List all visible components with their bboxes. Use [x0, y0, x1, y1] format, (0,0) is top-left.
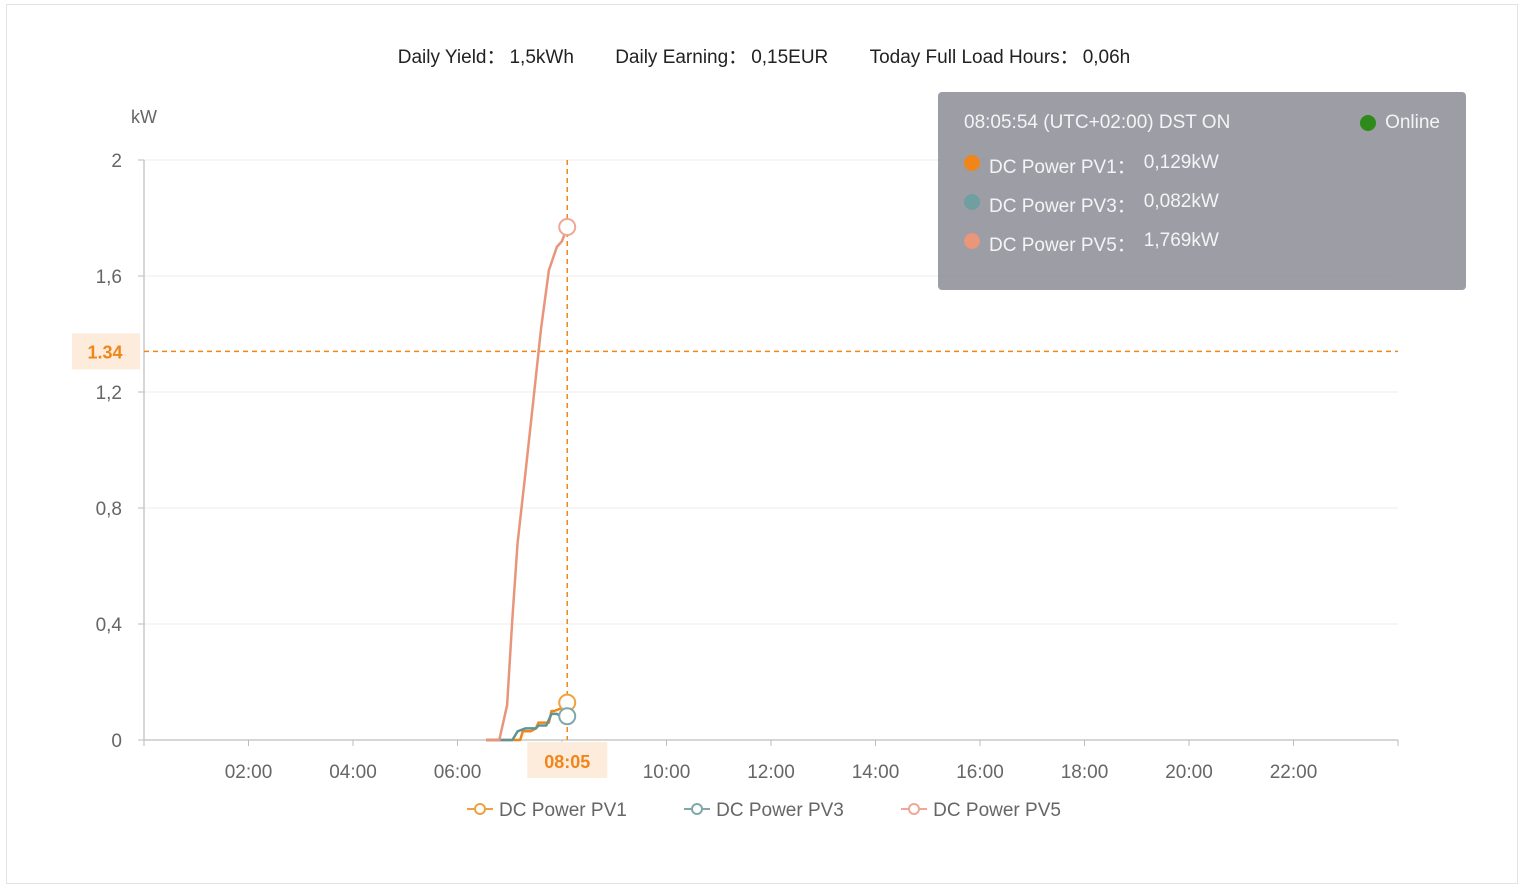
daily-yield-stat: Daily Yield： 1,5kWh — [398, 42, 574, 69]
chart-tooltip: 08:05:54 (UTC+02:00) DST ON Online DC Po… — [938, 92, 1466, 290]
full-load-hours-value: 0,06h — [1082, 47, 1131, 68]
x-tick-label: 14:00 — [852, 762, 900, 783]
y-axis-unit: kW — [131, 107, 157, 127]
daily-earning-stat: Daily Earning： 0,15EUR — [615, 42, 828, 69]
x-tick-label: 04:00 — [329, 762, 377, 783]
daily-yield-label: Daily Yield： — [397, 47, 506, 68]
legend-line-circle-icon — [901, 802, 928, 815]
tooltip-time: 08:05:54 (UTC+02:00) DST ON — [964, 112, 1231, 133]
y-tick-label: 2 — [111, 151, 122, 172]
full-load-hours-stat: Today Full Load Hours： 0,06h — [870, 42, 1131, 69]
legend-item-pv3[interactable]: DC Power PV3 — [684, 800, 844, 822]
legend-label: DC Power PV3 — [716, 800, 844, 821]
legend-label: DC Power PV1 — [499, 800, 627, 821]
daily-earning-value: 0,15EUR — [751, 47, 829, 68]
legend-line-circle-icon — [684, 802, 711, 815]
x-tick-label: 22:00 — [1270, 762, 1318, 783]
x-tick-label: 20:00 — [1165, 762, 1213, 783]
pv5-dot-icon — [964, 233, 980, 249]
legend-item-pv1[interactable]: DC Power PV1 — [467, 800, 627, 822]
daily-earning-label: Daily Earning： — [615, 47, 748, 68]
x-tick-label: 02:00 — [225, 762, 273, 783]
x-tick-label: 10:00 — [643, 762, 691, 783]
x-tick-label: 06:00 — [434, 762, 482, 783]
chart-legend: DC Power PV1 DC Power PV3 DC Power PV5 — [0, 800, 1528, 822]
daily-yield-value: 1,5kWh — [509, 47, 574, 68]
status-text: Online — [1385, 112, 1440, 133]
series-line-pv1 — [486, 701, 569, 742]
full-load-hours-label: Today Full Load Hours： — [869, 47, 1079, 68]
pv3-dot-icon — [964, 194, 980, 210]
status-badge: Online — [1360, 112, 1440, 152]
daily-stats: Daily Yield： 1,5kWh Daily Earning： 0,15EUR… — [0, 42, 1528, 69]
tooltip-row-label: DC Power PV5： — [989, 235, 1136, 256]
tooltip-row-value: 1,769kW — [1143, 230, 1219, 251]
tooltip-row-pv5: DC Power PV5： 1,769kW — [964, 230, 1440, 269]
y-tick-label: 0,4 — [96, 615, 123, 636]
y-tick-label: 1,2 — [96, 383, 122, 404]
hover-point-pv5 — [558, 217, 577, 236]
tooltip-row-pv1: DC Power PV1： 0,129kW — [964, 152, 1440, 191]
series-line-pv5 — [486, 226, 569, 742]
tooltip-row-value: 0,129kW — [1143, 152, 1219, 173]
pv1-dot-icon — [964, 155, 980, 171]
series-line-pv3 — [486, 712, 568, 742]
legend-item-pv5[interactable]: DC Power PV5 — [901, 800, 1061, 822]
y-tick-label: 1,6 — [96, 267, 122, 288]
hover-point-pv3 — [558, 707, 577, 726]
cursor-x-label-bg — [527, 742, 608, 778]
tooltip-row-pv3: DC Power PV3： 0,082kW — [964, 191, 1440, 230]
x-tick-label: 16:00 — [956, 762, 1004, 783]
cursor-x-label: 08:05 — [544, 752, 590, 772]
cursor-y-label: 1.34 — [87, 342, 122, 362]
x-tick-label: 18:00 — [1061, 762, 1109, 783]
tooltip-header: 08:05:54 (UTC+02:00) DST ON Online — [964, 112, 1440, 152]
tooltip-row-label: DC Power PV1： — [989, 157, 1136, 178]
y-tick-label: 0,8 — [96, 499, 122, 520]
x-tick-label: 12:00 — [747, 762, 795, 783]
legend-line-circle-icon — [467, 802, 494, 815]
online-status-dot-icon — [1360, 115, 1377, 131]
legend-label: DC Power PV5 — [933, 800, 1061, 821]
tooltip-row-value: 0,082kW — [1143, 191, 1219, 212]
cursor-y-label-bg — [72, 333, 140, 370]
tooltip-row-label: DC Power PV3： — [989, 196, 1136, 217]
y-tick-label: 0 — [111, 731, 122, 752]
